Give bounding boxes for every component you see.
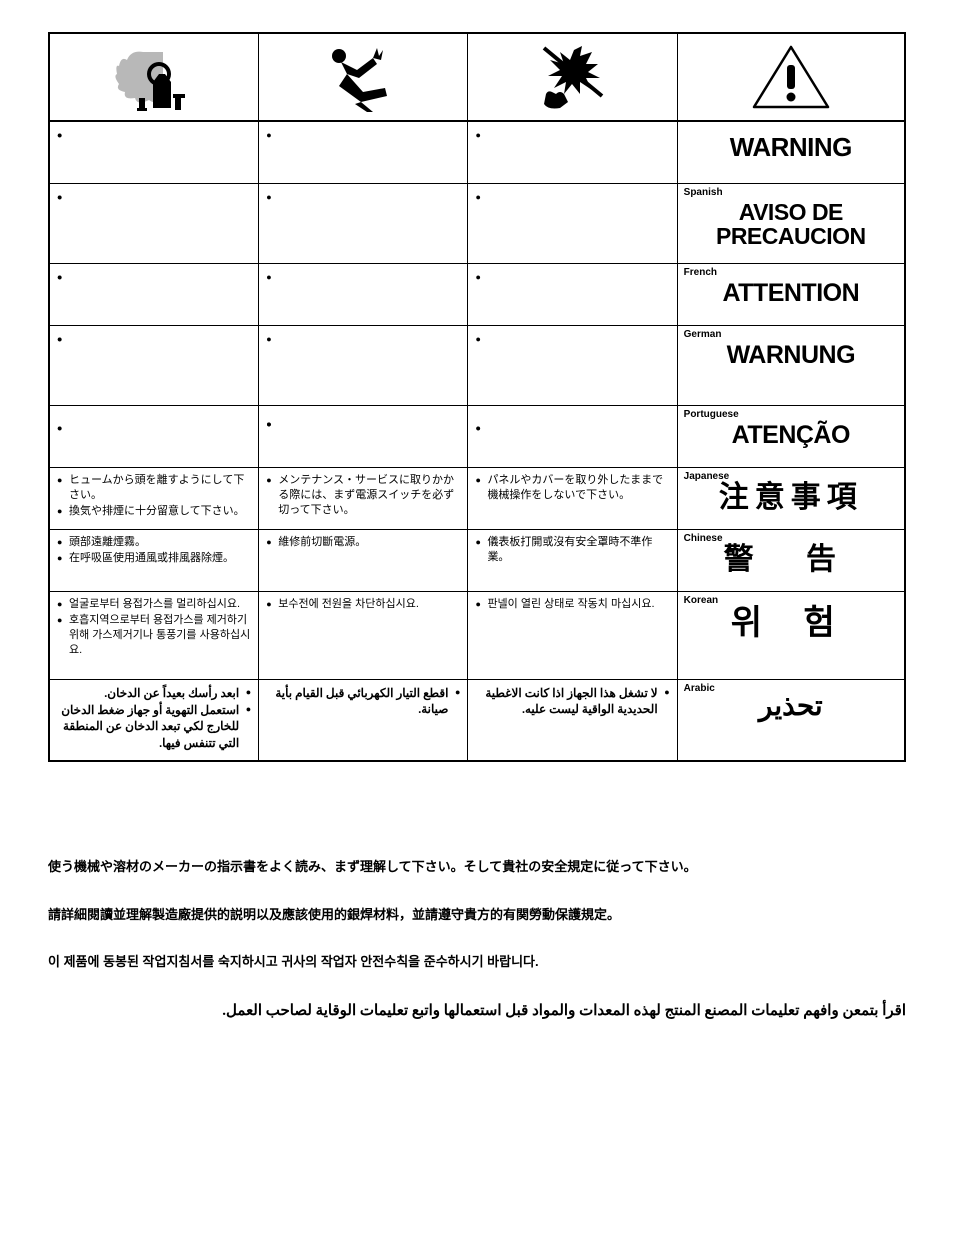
cell-ar-c1: ابعد رأسك بعيداً عن الدخان. استعمل التهو…: [50, 680, 259, 760]
icon-cell-shock-fall: [259, 34, 468, 120]
fumes-head-icon: [113, 42, 195, 112]
cell-de-c1: [50, 326, 259, 405]
heading-text: 注意事項: [683, 482, 899, 514]
footer-chinese: 請詳細閱讀並理解製造廠提供的説明以及應該使用的銀焊材料，並請遵守貴方的有関勞動保…: [48, 905, 906, 925]
cell-pt-c3: [468, 406, 677, 467]
cell-cn-c1: 頭部遠離煙霧。 在呼吸區使用通風或排風器除煙。: [50, 530, 259, 591]
bullet: 在呼吸區使用通風或排風器除煙。: [57, 551, 251, 566]
icon-row: [50, 34, 904, 122]
cell-jp-c2: メンテナンス・サービスに取りかかる際には、まず電源スイッチを必ず切って下さい。: [259, 468, 468, 529]
bullet: 儀表板打開或沒有安全罩時不準作業。: [475, 535, 669, 565]
cell-fr-c3: [468, 264, 677, 325]
lang-label: Korean: [684, 594, 718, 608]
bullet: ابعد رأسك بعيداً عن الدخان.: [57, 685, 251, 701]
heading-text: WARNING: [683, 134, 899, 161]
bullet: 換気や排煙に十分留意して下さい。: [57, 504, 251, 519]
warning-triangle-icon: [748, 41, 834, 113]
bullet: メンテナンス・サービスに取りかかる際には、まず電源スイッチを必ず切って下さい。: [266, 473, 460, 518]
row-french: French ATTENTION: [50, 264, 904, 326]
cell-jp-c1: ヒュームから頭を離すようにして下さい。 換気や排煙に十分留意して下さい。: [50, 468, 259, 529]
electric-shock-fall-icon: [323, 42, 403, 112]
cell-kr-c1: 얼굴로부터 용접가스를 멀리하십시요. 호흡지역으로부터 용접가스를 제거하기 …: [50, 592, 259, 679]
cell-jp-c3: パネルやカバーを取り外したままで機械操作をしないで下さい。: [468, 468, 677, 529]
bullet: 維修前切斷電源。: [266, 535, 460, 550]
heading-english: WARNING: [678, 122, 904, 183]
cell-de-c2: [259, 326, 468, 405]
row-arabic: ابعد رأسك بعيداً عن الدخان. استعمل التهو…: [50, 680, 904, 760]
heading-portuguese: Portuguese ATENÇÃO: [678, 406, 904, 467]
lang-label: Spanish: [684, 186, 723, 200]
heading-text: 위 험: [683, 606, 899, 642]
cell-kr-c2: 보수전에 전원을 차단하십시요.: [259, 592, 468, 679]
row-korean: 얼굴로부터 용접가스를 멀리하십시요. 호흡지역으로부터 용접가스를 제거하기 …: [50, 592, 904, 680]
footer-korean: 이 제품에 동봉된 작업지침서를 숙지하시고 귀사의 작업자 안전수칙을 준수하…: [48, 952, 906, 972]
bullet: لا تشغل هذا الجهاز اذا كانت الاغطية الحد…: [475, 685, 669, 717]
lang-label: Portuguese: [684, 408, 739, 422]
heading-chinese: Chinese 警 告: [678, 530, 904, 591]
cell-es-c2: [259, 184, 468, 263]
heading-text: WARNUNG: [683, 342, 899, 368]
heading-text: تحذير: [683, 692, 899, 721]
bullet: 얼굴로부터 용접가스를 멀리하십시요.: [57, 597, 251, 612]
footer-instructions: 使う機械や溶材のメーカーの指示書をよく読み、まず理解して下さい。そして貴社の安全…: [48, 857, 906, 1022]
cell-pt-c2: [259, 406, 468, 467]
heading-text: ATTENTION: [683, 280, 899, 306]
cell-ar-c2: اقطع التيار الكهربائي قبل القيام بأية صي…: [259, 680, 468, 760]
cell-en-c2: [259, 122, 468, 183]
cell-cn-c2: 維修前切斷電源。: [259, 530, 468, 591]
lang-label: German: [684, 328, 722, 342]
row-german: German WARNUNG: [50, 326, 904, 406]
heading-text: 警 告: [683, 544, 899, 576]
row-portuguese: Portuguese ATENÇÃO: [50, 406, 904, 468]
cell-cn-c3: 儀表板打開或沒有安全罩時不準作業。: [468, 530, 677, 591]
footer-arabic: اقرأ بتمعن وافهم تعليمات المصنع المنتج ل…: [48, 1000, 906, 1023]
row-japanese: ヒュームから頭を離すようにして下さい。 換気や排煙に十分留意して下さい。 メンテ…: [50, 468, 904, 530]
icon-cell-fumes: [50, 34, 259, 120]
bullet: ヒュームから頭を離すようにして下さい。: [57, 473, 251, 503]
cell-en-c3: [468, 122, 677, 183]
icon-cell-warning-triangle: [678, 34, 904, 120]
cell-de-c3: [468, 326, 677, 405]
heading-french: French ATTENTION: [678, 264, 904, 325]
lang-label: Japanese: [684, 470, 730, 484]
heading-text: AVISO DE PRECAUCION: [683, 200, 899, 248]
heading-japanese: Japanese 注意事項: [678, 468, 904, 529]
cell-fr-c1: [50, 264, 259, 325]
bullet: 頭部遠離煙霧。: [57, 535, 251, 550]
moving-parts-hand-icon: [534, 42, 612, 112]
bullet: 보수전에 전원을 차단하십시요.: [266, 597, 460, 612]
lang-label: Arabic: [684, 682, 715, 696]
row-english: WARNING: [50, 122, 904, 184]
cell-es-c3: [468, 184, 677, 263]
bullet: 판넬이 열린 상태로 작동치 마십시요.: [475, 597, 669, 612]
cell-pt-c1: [50, 406, 259, 467]
bullet: استعمل التهوية أو جهاز ضغط الدخان للخارج…: [57, 702, 251, 751]
bullet: パネルやカバーを取り外したままで機械操作をしないで下さい。: [475, 473, 669, 503]
bullet: 호흡지역으로부터 용접가스를 제거하기 위해 가스제거기나 통풍기를 사용하십시…: [57, 613, 251, 658]
lang-label: Chinese: [684, 532, 723, 546]
row-chinese: 頭部遠離煙霧。 在呼吸區使用通風或排風器除煙。 維修前切斷電源。 儀表板打開或沒…: [50, 530, 904, 592]
icon-cell-moving-parts: [468, 34, 677, 120]
heading-arabic: Arabic تحذير: [678, 680, 904, 760]
heading-korean: Korean 위 험: [678, 592, 904, 679]
footer-japanese: 使う機械や溶材のメーカーの指示書をよく読み、まず理解して下さい。そして貴社の安全…: [48, 857, 906, 877]
cell-es-c1: [50, 184, 259, 263]
safety-warning-table: WARNING Spanish AVISO DE PRECAUCION Fren: [48, 32, 906, 762]
cell-fr-c2: [259, 264, 468, 325]
heading-german: German WARNUNG: [678, 326, 904, 405]
cell-kr-c3: 판넬이 열린 상태로 작동치 마십시요.: [468, 592, 677, 679]
row-spanish: Spanish AVISO DE PRECAUCION: [50, 184, 904, 264]
lang-label: French: [684, 266, 717, 280]
bullet: اقطع التيار الكهربائي قبل القيام بأية صي…: [266, 685, 460, 717]
cell-ar-c3: لا تشغل هذا الجهاز اذا كانت الاغطية الحد…: [468, 680, 677, 760]
cell-en-c1: [50, 122, 259, 183]
heading-text: ATENÇÃO: [683, 422, 899, 448]
heading-spanish: Spanish AVISO DE PRECAUCION: [678, 184, 904, 263]
